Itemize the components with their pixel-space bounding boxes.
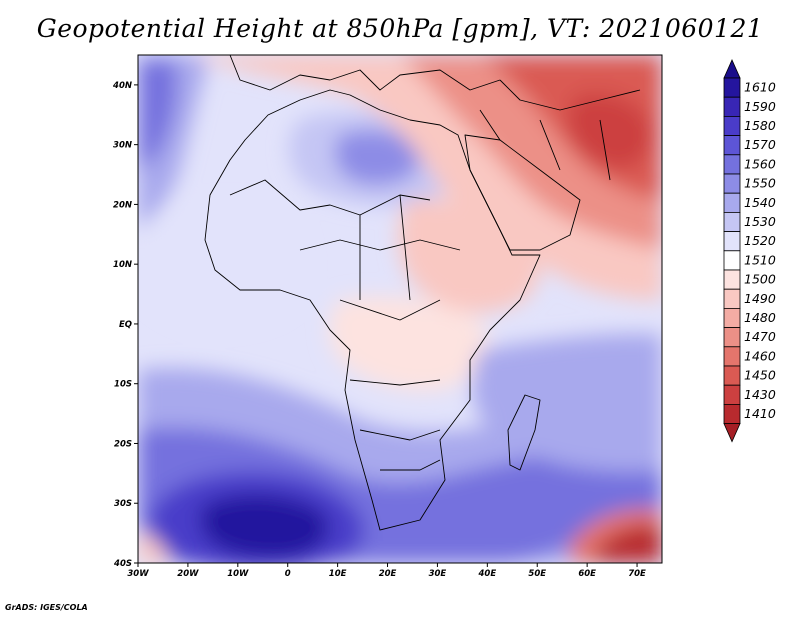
lon-tick-label: 30E: [429, 569, 447, 579]
colorbar-swatch: [723, 307, 741, 328]
sahara-high-core: [335, 130, 421, 185]
colorbar-swatch: [723, 327, 741, 348]
colorbar-level-label: 1480: [744, 310, 776, 325]
colorbar-level-label: 1470: [744, 329, 776, 344]
colorbar-level-label: 1590: [744, 99, 776, 114]
credit-label: GrADS: IGES/COLA: [5, 603, 88, 612]
southern-borders: [349, 379, 441, 471]
geopotential-field: [138, 55, 662, 563]
lon-tick-label: 10W: [227, 569, 249, 579]
far-south-west-low: [138, 530, 170, 563]
colorbar-swatch: [723, 135, 741, 156]
colorbar-swatch: [723, 269, 741, 290]
latitude-axis: 40N 30N 20N 10N EQ 10S 20S 30S 40S: [112, 81, 138, 569]
iran-low-core: [567, 93, 651, 169]
south-atlantic-high-core: [199, 494, 329, 559]
far-south-east-low-core: [595, 525, 662, 563]
colorbar-swatch: [723, 288, 741, 309]
colorbar-level-label: 1540: [744, 195, 776, 210]
colorbar-swatch: [723, 365, 741, 386]
lon-tick-label: 50E: [528, 569, 546, 579]
colorbar-swatch: [723, 211, 741, 232]
lat-tick-label: 40N: [112, 81, 132, 91]
lat-tick-label: 20S: [114, 439, 132, 449]
colorbar-swatch: [723, 384, 741, 405]
colorbar-swatch: [723, 77, 741, 98]
colorbar-bottom-arrow: [723, 423, 741, 443]
central-africa-light: [328, 296, 488, 391]
lon-tick-label: 30W: [127, 569, 149, 579]
lat-tick-label: 30S: [114, 499, 132, 509]
arabian-peninsula: [464, 134, 581, 251]
map-title: Geopotential Height at 850hPa [gpm], VT:…: [36, 14, 764, 43]
colorbar-swatch: [723, 116, 741, 137]
colorbar-swatch: [723, 250, 741, 271]
longitude-axis: 30W 20W 10W 0 10E 20E 30E 40E 50E 60E 70E: [127, 563, 646, 579]
colorbar-level-label: 1570: [744, 137, 776, 152]
lon-tick-label: 70E: [628, 569, 646, 579]
colorbar-level-label: 1520: [744, 233, 776, 248]
colorbar-level-label: 1560: [744, 156, 776, 171]
coastlines-and-borders: [204, 55, 641, 531]
colorbar-level-label: 1510: [744, 252, 776, 267]
colorbar-level-label: 1460: [744, 348, 776, 363]
colorbar-swatch: [723, 231, 741, 252]
colorbar-level-label: 1530: [744, 214, 776, 229]
colorbar-swatch: [723, 346, 741, 367]
lon-tick-label: 20E: [379, 569, 397, 579]
middle-east-borders: [479, 79, 641, 181]
lon-tick-label: 20W: [177, 569, 199, 579]
lat-tick-label: 40S: [113, 559, 132, 569]
lon-tick-label: 0: [285, 569, 291, 579]
colorbar-level-label: 1580: [744, 118, 776, 133]
lat-tick-label: 20N: [113, 200, 132, 210]
plot-frame: [137, 54, 663, 564]
lon-tick-label: 60E: [578, 569, 596, 579]
colorbar-level-label: 1610: [744, 80, 776, 95]
colorbar: 1610 1590 1580 1570 1560 1550 1540 1530 1520 1510…: [723, 59, 776, 443]
lon-tick-label: 40E: [478, 569, 497, 579]
colorbar-swatch: [723, 192, 741, 213]
east-africa-trough: [398, 199, 540, 313]
colorbar-top-arrow: [723, 59, 741, 79]
lat-tick-label: 10N: [113, 260, 132, 270]
colorbar-level-label: 1430: [744, 387, 776, 402]
colorbar-swatch: [723, 96, 741, 117]
lat-tick-label: 30N: [113, 141, 132, 151]
colorbar-level-label: 1410: [744, 406, 776, 421]
central-border: [299, 194, 461, 321]
madagascar: [507, 394, 541, 471]
west-africa-high: [138, 206, 304, 324]
colorbar-swatch: [723, 173, 741, 194]
colorbar-level-label: 1550: [744, 176, 776, 191]
colorbar-swatch: [723, 403, 741, 424]
lon-tick-label: 10E: [329, 569, 347, 579]
colorbar-level-label: 1500: [744, 272, 776, 287]
africa-coastline: [204, 89, 541, 531]
lat-tick-label: EQ: [119, 320, 132, 330]
colorbar-level-label: 1450: [744, 368, 776, 383]
lat-tick-label: 10S: [114, 380, 132, 390]
europe-coast: [229, 55, 501, 91]
indian-ocean-ridge: [472, 333, 662, 472]
colorbar-swatch: [723, 154, 741, 175]
north-atlantic-high-core: [138, 60, 177, 170]
colorbar-level-label: 1490: [744, 291, 776, 306]
